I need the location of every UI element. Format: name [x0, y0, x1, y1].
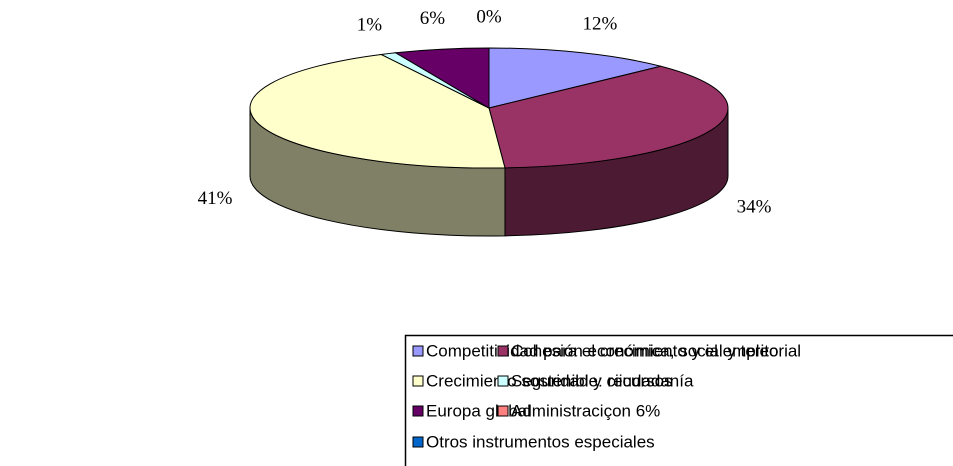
- legend-swatch: [497, 345, 509, 357]
- legend-box: [404, 334, 953, 466]
- pie-labels: 12% 34% 41% 1% 6% 0%: [198, 6, 772, 217]
- data-label: 41%: [198, 188, 233, 209]
- data-label: 0%: [476, 6, 502, 27]
- data-label: 12%: [582, 14, 617, 35]
- legend-swatch: [412, 375, 424, 387]
- legend-swatch: [497, 375, 509, 387]
- legend-label: Cohesión económica, social y teritorial: [511, 341, 801, 360]
- legend-label: Seguridad y ciiudadanía: [511, 371, 694, 390]
- legend-label: Crecimiento sostenible: recursos: [426, 371, 673, 390]
- data-label: 6%: [420, 8, 446, 29]
- data-label: 34%: [737, 197, 772, 218]
- pie-slice: [488, 47, 661, 109]
- legend-swatch: [497, 405, 509, 417]
- legend-label: Competitividad para el crecimiento y el …: [426, 341, 778, 360]
- legend-swatch: [412, 345, 424, 357]
- legend-swatch: [412, 436, 424, 448]
- pie-slice: [488, 65, 729, 169]
- data-label: 1%: [357, 15, 383, 36]
- pie-tops: [249, 47, 729, 169]
- legend-label: Otros instrumentos especiales: [426, 432, 655, 451]
- pie-slice: [249, 53, 506, 169]
- legend-label: Administraciçon 6%: [511, 401, 660, 420]
- legend-swatch: [412, 405, 424, 417]
